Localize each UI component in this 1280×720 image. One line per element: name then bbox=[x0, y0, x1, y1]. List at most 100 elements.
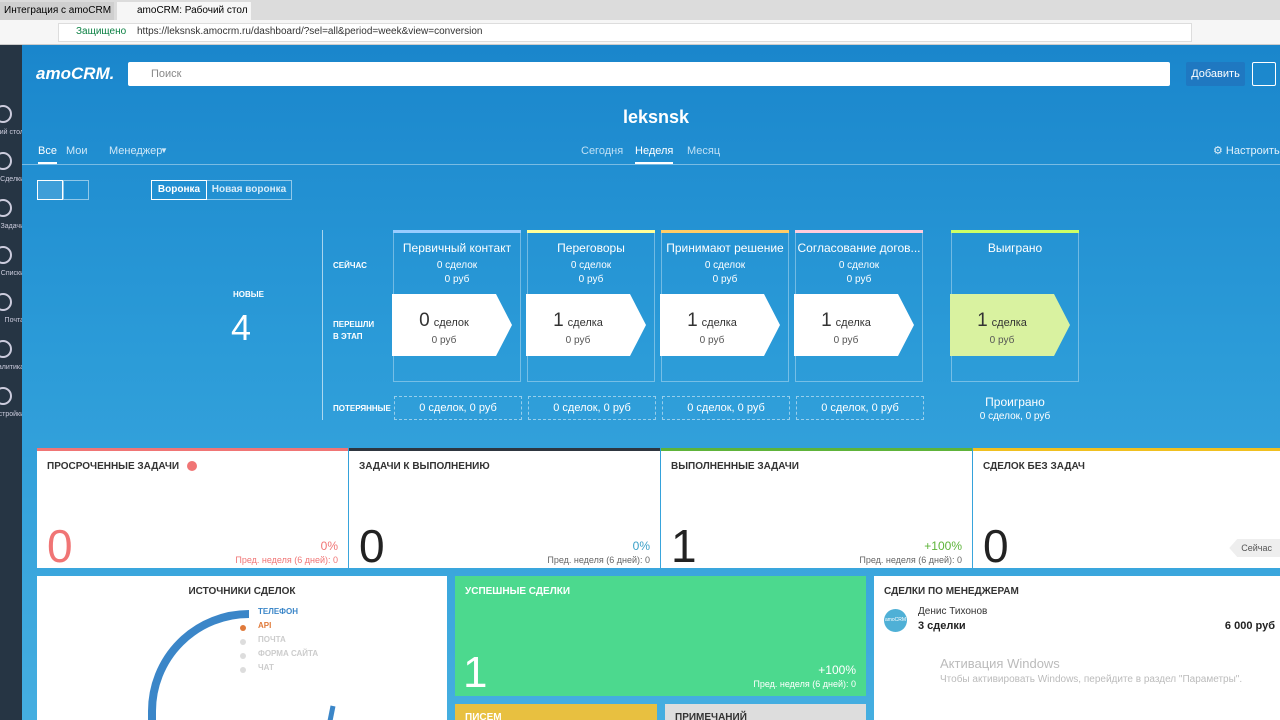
now-deals: 0 сделок bbox=[704, 260, 746, 271]
add-button[interactable]: Добавить bbox=[1186, 62, 1245, 86]
new-label: НОВЫЕ bbox=[233, 290, 264, 299]
stage-arrow bbox=[794, 294, 914, 356]
now-sum: 0 руб bbox=[444, 274, 470, 285]
period[interactable]: Неделя bbox=[635, 145, 674, 164]
funnel-axis bbox=[322, 230, 323, 420]
legend-label: ТЕЛЕФОН bbox=[258, 607, 298, 616]
task-card: СДЕЛОК БЕЗ ЗАДАЧ 0 Сейчас bbox=[973, 448, 1280, 572]
card-title: УСПЕШНЫЕ СДЕЛКИ bbox=[465, 586, 570, 597]
card-change: +100% bbox=[818, 663, 856, 677]
row-label: ПОТЕРЯННЫЕ bbox=[333, 404, 391, 413]
moved-count: 1 сделка bbox=[794, 310, 898, 332]
tab[interactable]: Интеграция с amoCRM bbox=[0, 2, 114, 20]
status-tag: Сейчас bbox=[1229, 539, 1280, 557]
filter[interactable]: Менеджер bbox=[109, 145, 163, 157]
moved-number: 1 bbox=[977, 310, 988, 331]
lost-box: 0 сделок, 0 руб bbox=[528, 396, 656, 420]
manager-deals: 3 сделки bbox=[918, 620, 966, 632]
card-title: СДЕЛОК БЕЗ ЗАДАЧ bbox=[983, 461, 1085, 472]
manager-name: Денис Тихонов bbox=[918, 606, 988, 617]
lost-stage-name: Проиграно bbox=[985, 395, 1045, 409]
search-box[interactable] bbox=[128, 62, 1170, 86]
card-title: ПРОСРОЧЕННЫЕ ЗАДАЧИ bbox=[47, 461, 198, 472]
stage-color-bar bbox=[393, 230, 521, 233]
task-card: ЗАДАЧИ К ВЫПОЛНЕНИЮ 0 0% Пред. неделя (6 дн… bbox=[349, 448, 660, 572]
card-value: 0 bbox=[983, 520, 1009, 572]
legend-dot bbox=[240, 625, 246, 631]
settings[interactable]: ⚙ Настроить bbox=[1213, 145, 1280, 157]
view-pie-icon[interactable] bbox=[63, 180, 89, 200]
moved-sum: 0 руб bbox=[833, 335, 859, 346]
moved-unit: сделка bbox=[701, 317, 737, 329]
stage-color-bar bbox=[795, 230, 923, 233]
filter[interactable]: Мои bbox=[66, 145, 88, 157]
now-sum: 0 руб bbox=[846, 274, 872, 285]
moved-count: 1 сделка bbox=[950, 310, 1054, 332]
tab-active[interactable]: amoCRM: Рабочий стол bbox=[117, 2, 251, 20]
sidebar-label[interactable]: Сделки bbox=[0, 176, 22, 183]
sidebar-icon bbox=[0, 246, 12, 264]
view-tab[interactable]: Новая воронка bbox=[206, 180, 292, 200]
view-funnel-icon[interactable] bbox=[37, 180, 63, 200]
new-count: 4 bbox=[231, 307, 252, 348]
moved-sum: 0 руб bbox=[989, 335, 1015, 346]
moved-unit: сделка bbox=[991, 317, 1027, 329]
arrow-shape bbox=[794, 294, 914, 356]
address-bar[interactable] bbox=[58, 23, 1192, 42]
notes-card: ПРИМЕЧАНИЙ bbox=[665, 704, 866, 720]
stage-name[interactable]: Первичный контакт bbox=[402, 241, 512, 255]
sidebar-label[interactable]: Задачи bbox=[0, 223, 22, 230]
card-prev: Пред. неделя (6 дней): 0 bbox=[547, 555, 650, 565]
warning-icon bbox=[187, 461, 198, 472]
stage-color-bar bbox=[527, 230, 655, 233]
url: https://leksnsk.amocrm.ru/dashboard/?sel… bbox=[137, 26, 483, 37]
clock-button[interactable] bbox=[1252, 62, 1276, 86]
sidebar-label[interactable]: Списки bbox=[0, 270, 22, 277]
moved-sum: 0 руб bbox=[699, 335, 725, 346]
card-value: 1 bbox=[463, 648, 488, 697]
card-change: +100% bbox=[924, 539, 962, 553]
logo[interactable]: amoCRM. bbox=[36, 64, 115, 83]
card-value: 0 bbox=[359, 520, 385, 572]
sidebar-icon bbox=[0, 105, 12, 123]
stage-name[interactable]: Переговоры bbox=[557, 241, 625, 255]
sources-panel: ИСТОЧНИКИ СДЕЛОК ТЕЛЕФОН API ПОЧТА ФОРМА СА… bbox=[37, 576, 447, 720]
period[interactable]: Месяц bbox=[687, 145, 721, 157]
filter[interactable]: Все bbox=[38, 145, 57, 164]
lost-box: 0 сделок, 0 руб bbox=[394, 396, 522, 420]
moved-sum: 0 руб bbox=[565, 335, 591, 346]
moved-number: 0 bbox=[419, 310, 430, 331]
sidebar-label[interactable]: Аналитика bbox=[0, 364, 22, 371]
view-tab[interactable]: Воронка bbox=[151, 180, 207, 200]
legend-label: ПОЧТА bbox=[258, 635, 286, 644]
moved-number: 1 bbox=[821, 310, 832, 331]
managers-panel: СДЕЛКИ ПО МЕНЕДЖЕРАМ amoCRM Денис Тихоно… bbox=[874, 576, 1280, 720]
legend-dot bbox=[240, 653, 246, 659]
sidebar-icon bbox=[0, 387, 12, 405]
moved-count: 1 сделка bbox=[526, 310, 630, 332]
donut bbox=[148, 610, 336, 720]
avatar: amoCRM bbox=[884, 609, 907, 632]
card-value: 0 bbox=[47, 520, 73, 572]
moved-number: 1 bbox=[553, 310, 564, 331]
moved-count: 0 сделок bbox=[392, 310, 496, 332]
stage-name[interactable]: Согласование догов... bbox=[797, 241, 921, 255]
card-title: ЗАДАЧИ К ВЫПОЛНЕНИЮ bbox=[359, 461, 490, 472]
legend-dot bbox=[240, 639, 246, 645]
stage-name[interactable]: Принимают решение bbox=[666, 241, 784, 255]
moved-count: 1 сделка bbox=[660, 310, 764, 332]
legend-dot bbox=[240, 667, 246, 673]
sidebar-icon bbox=[0, 340, 12, 358]
period[interactable]: Сегодня bbox=[581, 145, 624, 157]
card-change: 0% bbox=[632, 539, 650, 553]
sidebar-label[interactable]: Настройки bbox=[0, 411, 22, 418]
arrow-shape bbox=[526, 294, 646, 356]
card-value: 1 bbox=[671, 520, 697, 572]
sidebar-label[interactable]: Почта bbox=[4, 317, 22, 324]
sidebar: Рабочий стол Сделки Задачи Списки Почта Анали… bbox=[0, 45, 22, 720]
panel-title: СДЕЛКИ ПО МЕНЕДЖЕРАМ bbox=[884, 586, 1019, 597]
sidebar-label[interactable]: Рабочий стол bbox=[0, 129, 22, 136]
legend-dot bbox=[240, 611, 246, 617]
manager-sum: 6 000 руб bbox=[1224, 620, 1275, 632]
